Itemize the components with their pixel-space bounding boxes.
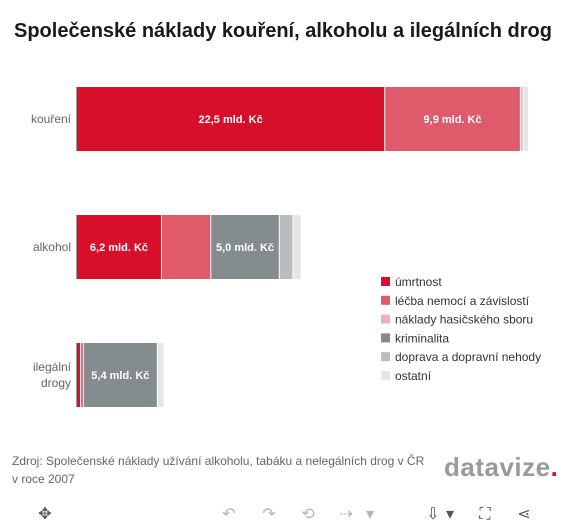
bar-segment[interactable]: [211, 215, 279, 279]
data-label: 9,9 mld. Kč: [424, 114, 482, 126]
chart-title: Společenské náklady kouření, alkoholu a …: [14, 20, 552, 42]
logo-dot: .: [550, 452, 559, 482]
legend-swatch: [381, 352, 390, 362]
data-label: 5,0 mld. Kč: [216, 242, 274, 254]
bar-segment[interactable]: [293, 215, 301, 279]
bar-segment[interactable]: [523, 87, 529, 151]
bar-segment[interactable]: [77, 343, 81, 407]
category-label: alkohol: [33, 240, 71, 254]
bar-segment[interactable]: [157, 343, 164, 407]
legend-swatch: [381, 277, 390, 286]
legend-swatch: [381, 333, 390, 343]
legend-item[interactable]: doprava a dopravní nehody: [395, 350, 541, 364]
bar-segment[interactable]: [279, 215, 293, 279]
category-label: ilegální: [33, 360, 72, 374]
move-icon[interactable]: ✥: [38, 504, 52, 523]
legend-item[interactable]: úmrtnost: [395, 275, 442, 289]
fullscreen-icon[interactable]: ⛶: [479, 504, 491, 523]
redo-icon[interactable]: ↷: [262, 504, 276, 523]
data-label: 6,2 mld. Kč: [90, 242, 148, 254]
bar-segment[interactable]: [81, 343, 83, 407]
source-note: Zdroj: Společenské náklady užívání alkoh…: [12, 454, 425, 486]
history-icon[interactable]: ⇢: [339, 504, 353, 523]
category-label: drogy: [41, 376, 71, 390]
category-label: kouření: [31, 112, 72, 126]
undo-icon[interactable]: ↶: [222, 504, 236, 523]
stacked-bar-chart: kouření 22,5 mld. Kč 9,9 mld. Kč alkohol 6,2…: [31, 87, 541, 407]
data-label: 5,4 mld. Kč: [91, 370, 149, 382]
bar-segment[interactable]: [83, 343, 157, 407]
datavize-logo[interactable]: datavize.: [444, 452, 558, 483]
data-label: 22,5 mld. Kč: [199, 114, 263, 126]
bar-segment[interactable]: [77, 215, 161, 279]
legend-item[interactable]: kriminalita: [395, 331, 449, 345]
legend-item[interactable]: náklady hasičského sboru: [395, 313, 533, 327]
bar-segment[interactable]: [77, 87, 385, 151]
download-dropdown-icon[interactable]: ▾: [445, 504, 455, 523]
bar-segment[interactable]: [520, 87, 523, 151]
download-icon[interactable]: ⇩: [426, 504, 440, 523]
legend-swatch: [381, 371, 390, 380]
legend-item[interactable]: léčba nemocí a závislostí: [395, 294, 530, 308]
history-dropdown-icon[interactable]: ▾: [365, 504, 375, 523]
bar-segment[interactable]: [161, 215, 211, 279]
reset-icon[interactable]: ⟲: [301, 504, 315, 523]
share-icon[interactable]: ⋖: [517, 504, 531, 523]
legend-swatch: [381, 314, 390, 324]
bar-segment[interactable]: [385, 87, 520, 151]
legend-item[interactable]: ostatní: [395, 369, 432, 383]
legend-swatch: [381, 295, 390, 305]
logo-text: datavize: [444, 452, 551, 482]
chart-toolbar: ✥ ↶ ↷ ⟲ ⇢ ▾ ⇩ ▾ ⛶ ⋖: [0, 500, 567, 527]
